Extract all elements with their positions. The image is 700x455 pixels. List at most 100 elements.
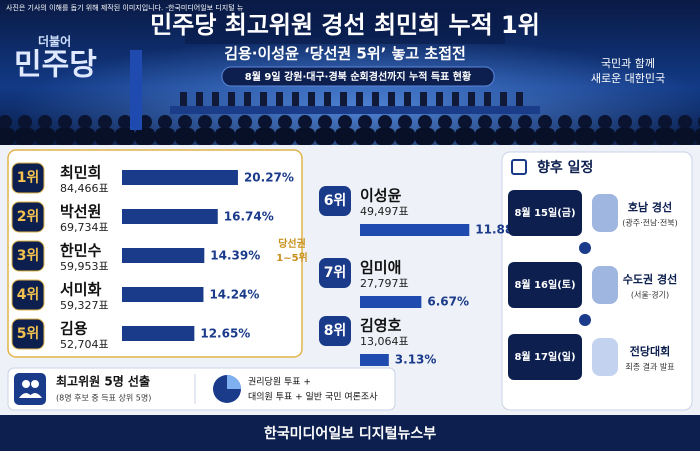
bar xyxy=(122,209,218,224)
head xyxy=(0,115,12,129)
seats: 최고위원 5명 선출 xyxy=(56,374,150,389)
name: 박선원 xyxy=(60,203,101,221)
body xyxy=(195,128,215,145)
head xyxy=(618,115,632,129)
share: 12.65% xyxy=(200,327,250,341)
name: 임미애 xyxy=(360,259,401,277)
bar xyxy=(122,248,205,263)
stage-person xyxy=(244,92,251,108)
head xyxy=(378,115,392,129)
share: 14.39% xyxy=(210,249,260,263)
cutoff-label: 1~5위 xyxy=(276,251,308,264)
rank-badge xyxy=(319,186,351,216)
stage xyxy=(170,106,540,114)
stage-person xyxy=(356,92,363,108)
body xyxy=(275,128,295,145)
body xyxy=(315,128,335,145)
rank: 1위 xyxy=(17,170,40,186)
name: 한민수 xyxy=(60,242,102,260)
detail: (서울·경기) xyxy=(631,290,669,300)
head xyxy=(638,115,652,129)
head xyxy=(178,115,192,129)
head xyxy=(298,115,312,129)
head xyxy=(598,115,612,129)
rank: 8위 xyxy=(324,323,347,339)
logo: 민주당 xyxy=(14,48,97,83)
head xyxy=(538,115,552,129)
rank: 4위 xyxy=(17,287,40,303)
votes: 13,064표 xyxy=(360,335,409,348)
body xyxy=(415,128,435,145)
stage-person xyxy=(516,92,523,108)
head xyxy=(458,115,472,129)
votes: 59,953표 xyxy=(60,260,109,273)
votes: 52,704표 xyxy=(60,338,109,351)
body xyxy=(0,128,15,145)
rank-badge xyxy=(11,240,45,272)
footer: 한국미디어일보 디지털뉴스부 xyxy=(264,425,436,442)
head xyxy=(278,115,292,129)
body xyxy=(495,128,515,145)
stage-person xyxy=(196,92,203,108)
rank: 3위 xyxy=(17,248,40,264)
rank: 6위 xyxy=(324,193,347,209)
head xyxy=(578,115,592,129)
body xyxy=(395,128,415,145)
head xyxy=(478,115,492,129)
stage-person xyxy=(212,92,219,108)
head xyxy=(58,115,72,129)
head xyxy=(118,115,132,129)
votes: 59,327표 xyxy=(60,299,109,312)
stage-person xyxy=(180,92,187,108)
head xyxy=(558,115,572,129)
badge-bg xyxy=(221,66,495,87)
bar xyxy=(360,296,422,308)
calendar-icon xyxy=(511,159,527,175)
votes: 27,797표 xyxy=(360,277,409,290)
stage-person xyxy=(500,92,507,108)
rank: 5위 xyxy=(17,326,40,342)
method: 대의원 투표 + 일반 국민 여론조사 xyxy=(248,391,378,403)
schedule-title: 향후 일정 xyxy=(537,159,593,176)
rank-badge xyxy=(319,316,351,346)
body xyxy=(335,128,355,145)
stage-person xyxy=(260,92,267,108)
rank-badge xyxy=(11,279,45,311)
head xyxy=(98,115,112,129)
head xyxy=(498,115,512,129)
body xyxy=(635,128,655,145)
body xyxy=(675,128,695,145)
rank: 7위 xyxy=(324,265,347,281)
stage-person xyxy=(308,92,315,108)
cutoff-label: 당선권 xyxy=(278,237,306,250)
bar xyxy=(360,354,389,366)
bar xyxy=(122,287,204,302)
head xyxy=(678,115,692,129)
body xyxy=(95,128,115,145)
badge: 8월 9일 강원·대구·경북 순회경선까지 누적 득표 현황 xyxy=(245,70,472,83)
name: 김용 xyxy=(60,320,88,338)
body xyxy=(235,128,255,145)
body xyxy=(375,128,395,145)
body xyxy=(255,128,275,145)
share: 16.74% xyxy=(224,210,274,224)
date: 8월 16일(토) xyxy=(514,278,575,291)
notice: 사진은 기사의 이해를 돕기 위해 제작된 이미지입니다. -한국미디어일보 디… xyxy=(6,3,244,12)
head xyxy=(518,115,532,129)
body xyxy=(75,128,95,145)
logo-small: 더불어 xyxy=(38,34,71,49)
name: 김영호 xyxy=(360,317,402,335)
head xyxy=(418,115,432,129)
head xyxy=(438,115,452,129)
detail: (광주·전남·전북) xyxy=(622,218,678,228)
region-map xyxy=(592,194,618,232)
rank-badge xyxy=(319,258,351,288)
body xyxy=(135,128,155,145)
head xyxy=(158,115,172,129)
date-box xyxy=(508,262,582,308)
head xyxy=(358,115,372,129)
body xyxy=(435,128,455,145)
body xyxy=(475,128,495,145)
stage-person xyxy=(340,92,347,108)
